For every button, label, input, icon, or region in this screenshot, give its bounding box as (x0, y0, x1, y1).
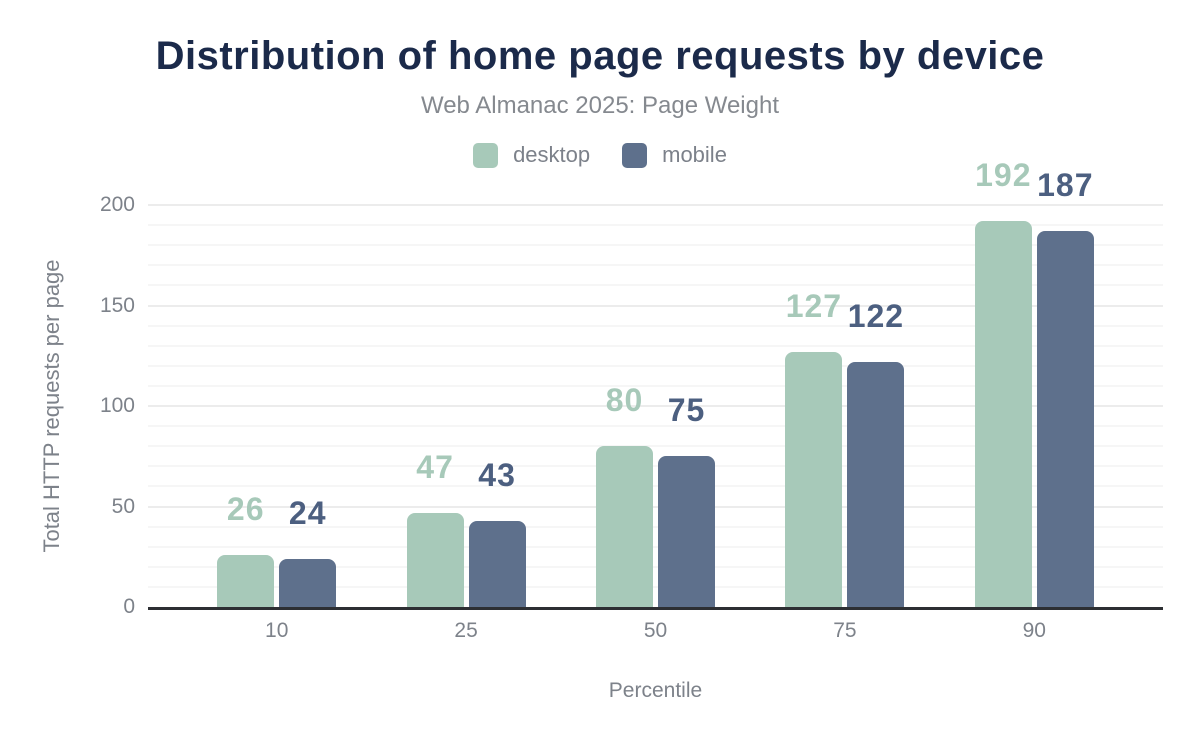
gridline-major (148, 405, 1163, 407)
gridline-minor (148, 485, 1163, 488)
bar-mobile-p75[interactable] (847, 361, 905, 607)
gridline-minor (148, 264, 1163, 267)
legend-item-desktop[interactable]: desktop (473, 142, 590, 168)
gridline-minor (148, 284, 1163, 287)
gridline-minor (148, 244, 1163, 247)
legend-item-mobile[interactable]: mobile (622, 142, 727, 168)
x-axis-title: Percentile (608, 679, 703, 702)
bar-desktop-p25[interactable] (406, 512, 464, 607)
bar-desktop-p75[interactable] (785, 351, 843, 607)
gridline-minor (148, 565, 1163, 568)
bar-value-label-mobile-p90: 187 (1037, 167, 1094, 204)
gridline-major (148, 204, 1163, 206)
x-tick-label-p75: 75 (833, 619, 857, 642)
bar-value-label-mobile-p50: 75 (667, 392, 706, 429)
gridline-minor (148, 224, 1163, 227)
bar-value-label-desktop-p25: 47 (416, 448, 454, 485)
x-tick-label-p10: 10 (265, 619, 289, 642)
bar-value-label-desktop-p75: 127 (785, 287, 843, 324)
x-tick-label-p90: 90 (1022, 619, 1046, 642)
gridline-major (148, 304, 1163, 307)
y-tick-label: 0 (123, 595, 135, 618)
gridline-minor (148, 525, 1163, 528)
bar-desktop-p50[interactable] (596, 446, 653, 607)
bar-desktop-p10[interactable] (217, 554, 275, 607)
gridline-minor (148, 344, 1163, 347)
bar-desktop-p90[interactable] (974, 221, 1032, 607)
bar-value-label-mobile-p10: 24 (288, 494, 327, 531)
legend-label-mobile: mobile (662, 142, 727, 167)
y-tick-label: 50 (111, 494, 135, 518)
bar-mobile-p50[interactable] (658, 456, 715, 607)
bar-value-label-desktop-p50: 80 (605, 382, 644, 419)
x-tick-label-p25: 25 (454, 619, 478, 642)
gridline-minor (148, 425, 1163, 428)
y-axis-title: Total HTTP requests per page (39, 259, 64, 553)
gridline-minor (148, 445, 1163, 448)
y-tick-label: 200 (99, 193, 135, 216)
x-axis-line (148, 607, 1163, 610)
gridline-minor (148, 545, 1163, 548)
bar-mobile-p90[interactable] (1036, 231, 1094, 607)
gridline-minor (148, 364, 1163, 367)
legend-label-desktop: desktop (513, 142, 591, 167)
chart-title: Distribution of home page requests by de… (155, 34, 1045, 78)
y-tick-label: 100 (99, 394, 135, 417)
x-tick-label-p50: 50 (643, 619, 668, 642)
gridline-major (148, 505, 1163, 508)
bar-value-label-mobile-p25: 43 (478, 456, 516, 493)
gridline-minor (148, 384, 1163, 387)
bar-value-label-mobile-p75: 122 (847, 297, 905, 334)
bar-value-label-desktop-p90: 192 (975, 157, 1032, 194)
gridline-minor (148, 465, 1163, 468)
bar-mobile-p25[interactable] (468, 520, 526, 607)
bar-value-label-desktop-p10: 26 (226, 490, 265, 527)
legend-swatch-desktop-icon (473, 142, 499, 168)
chart-legend: desktop mobile (0, 142, 1200, 168)
gridline-minor (148, 324, 1163, 327)
legend-swatch-mobile-icon (622, 142, 648, 168)
plot-area: 0 50 100 150 200 26 24 10 47 43 25 80 75 50 127 122 75 19… (100, 157, 1163, 642)
gridline-minor (148, 585, 1163, 588)
chart-subtitle: Web Almanac 2025: Page Weight (420, 92, 779, 119)
y-tick-label: 150 (99, 293, 135, 317)
bar-mobile-p10[interactable] (279, 558, 337, 607)
